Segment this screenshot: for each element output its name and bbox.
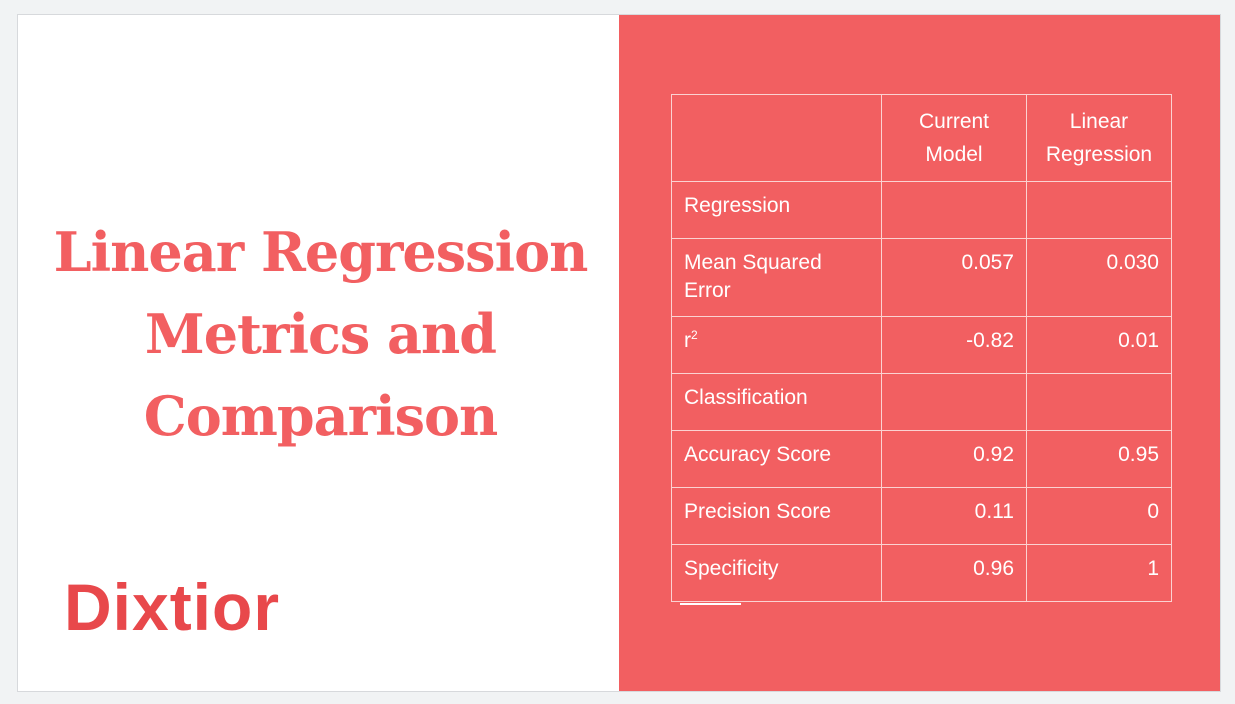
- dixtior-logo: Dixtior: [64, 570, 281, 644]
- table-row: Specificity 0.96 1: [671, 544, 1172, 602]
- header-linear-regression: Linear Regression: [1026, 94, 1172, 182]
- row-label-mse: Mean Squared Error: [671, 238, 882, 317]
- table-row: Accuracy Score 0.92 0.95: [671, 430, 1172, 488]
- row-label-specificity: Specificity: [671, 544, 882, 602]
- cell-linear-regression: 0.01: [1026, 316, 1172, 374]
- header-linear-regression-line2: Regression: [1045, 143, 1153, 166]
- metrics-table: Current Model Linear Regression Regressi…: [671, 94, 1172, 602]
- row-label-accuracy: Accuracy Score: [671, 430, 882, 488]
- cell-current-model: 0.11: [881, 487, 1027, 545]
- cell-current-model: [881, 181, 1027, 239]
- table-header-row: Current Model Linear Regression: [671, 94, 1172, 182]
- table-row: r2 -0.82 0.01: [671, 316, 1172, 374]
- title-panel: Linear Regression Metrics and Comparison…: [18, 15, 619, 691]
- header-empty-cell: [671, 94, 882, 182]
- text-cursor-underline: [680, 603, 741, 605]
- table-row: Classification: [671, 373, 1172, 431]
- table-row: Regression: [671, 181, 1172, 239]
- header-current-model-line2: Model: [925, 143, 983, 166]
- table-row: Precision Score 0.11 0: [671, 487, 1172, 545]
- section-label-regression: Regression: [671, 181, 882, 239]
- r2-base: r: [684, 329, 691, 352]
- section-label-classification: Classification: [671, 373, 882, 431]
- cell-current-model: -0.82: [881, 316, 1027, 374]
- cell-linear-regression: 0.95: [1026, 430, 1172, 488]
- row-label-precision: Precision Score: [671, 487, 882, 545]
- cell-current-model: 0.96: [881, 544, 1027, 602]
- header-linear-regression-line1: Linear: [1069, 110, 1129, 133]
- r2-superscript: 2: [691, 328, 698, 342]
- cell-current-model: 0.92: [881, 430, 1027, 488]
- row-label-r2: r2: [671, 316, 882, 374]
- slide-title: Linear Regression Metrics and Comparison: [53, 220, 589, 448]
- header-current-model-line1: Current: [918, 110, 990, 133]
- table-row: Mean Squared Error 0.057 0.030: [671, 238, 1172, 317]
- slide: Linear Regression Metrics and Comparison…: [18, 15, 1220, 691]
- cell-linear-regression: [1026, 373, 1172, 431]
- cell-linear-regression: 1: [1026, 544, 1172, 602]
- cell-linear-regression: [1026, 181, 1172, 239]
- cell-linear-regression: 0.030: [1026, 238, 1172, 317]
- cell-current-model: 0.057: [881, 238, 1027, 317]
- cell-linear-regression: 0: [1026, 487, 1172, 545]
- table-panel: Current Model Linear Regression Regressi…: [619, 15, 1220, 691]
- header-current-model: Current Model: [881, 94, 1027, 182]
- cell-current-model: [881, 373, 1027, 431]
